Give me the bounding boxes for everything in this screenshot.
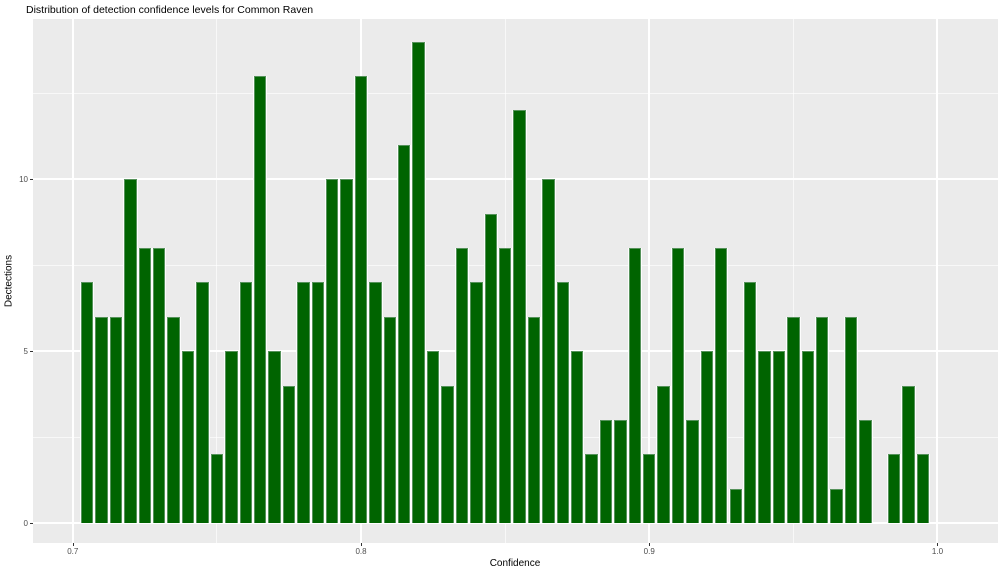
histogram-bar (715, 247, 728, 524)
histogram-bar (426, 351, 440, 524)
histogram-bar (124, 179, 137, 524)
histogram-bar (743, 282, 757, 524)
histogram-bar (268, 351, 281, 524)
histogram-bar (787, 316, 800, 524)
histogram-bar (830, 488, 843, 524)
histogram-bar (556, 282, 569, 524)
histogram-bar (109, 316, 123, 524)
histogram-bar (484, 213, 497, 524)
histogram-bar (253, 76, 267, 524)
histogram-bar (138, 247, 152, 524)
x-tick-label: 1.0 (931, 547, 944, 556)
x-tick-label: 0.8 (355, 547, 367, 556)
y-minor-gridline (33, 92, 998, 94)
histogram-bar (181, 351, 195, 524)
histogram-bar (383, 316, 397, 524)
histogram-bar (628, 247, 642, 524)
x-tick-label: 0.9 (643, 547, 655, 556)
histogram-bar (311, 282, 324, 524)
histogram-bar (513, 110, 526, 524)
histogram-bar (167, 316, 180, 524)
histogram-bar (325, 179, 339, 524)
x-tick-mark (649, 543, 651, 546)
histogram-bar (498, 247, 512, 524)
histogram-bar (153, 247, 166, 524)
histogram-bar (599, 419, 613, 524)
histogram-bar (441, 385, 454, 524)
histogram-bar (239, 282, 252, 524)
histogram-bar (657, 385, 670, 524)
histogram-bar (354, 76, 368, 524)
histogram-bar (210, 454, 224, 524)
histogram-bar (902, 385, 915, 524)
y-axis-title: Dectections (3, 254, 15, 308)
histogram-bar (340, 179, 353, 524)
histogram-bar (614, 419, 627, 524)
histogram-bar (398, 144, 411, 524)
x-tick-mark (361, 543, 362, 546)
histogram-bar (729, 488, 742, 524)
histogram-bar (686, 419, 699, 524)
histogram-bar (470, 282, 483, 524)
plot-panel (33, 19, 998, 543)
x-minor-gridline (792, 19, 794, 543)
y-tick-label: 0 (23, 519, 28, 529)
histogram-bar (570, 351, 584, 524)
plot-title: Distribution of detection confidence lev… (26, 4, 314, 16)
histogram-bar (225, 351, 238, 524)
histogram-bar (196, 282, 209, 524)
x-minor-gridline (216, 19, 218, 543)
x-tick-label: 0.7 (67, 547, 79, 556)
histogram-bar (671, 247, 685, 524)
histogram-bar (758, 351, 771, 524)
y-tick-label: 5 (23, 347, 28, 357)
histogram-bar (95, 316, 108, 524)
histogram-bar (282, 385, 296, 524)
x-axis-title: Confidence (489, 558, 541, 569)
histogram-bar (527, 316, 541, 524)
histogram-bar (700, 351, 714, 524)
histogram-bar (801, 351, 814, 524)
histogram-bar (844, 316, 858, 524)
histogram-bar (859, 419, 872, 524)
y-tick-mark (30, 523, 33, 525)
x-major-gridline (648, 19, 651, 543)
x-tick-mark (72, 543, 74, 546)
histogram-bar (815, 316, 829, 524)
histogram-bar (455, 247, 469, 524)
y-tick-label: 10 (19, 175, 28, 185)
histogram-bar (888, 454, 901, 524)
histogram-bar (80, 282, 94, 524)
histogram-bar (542, 179, 555, 524)
histogram-bar (585, 454, 598, 524)
y-tick-mark (30, 179, 33, 181)
histogram-bar (412, 41, 425, 524)
histogram-bar (772, 351, 786, 524)
x-major-gridline (936, 19, 939, 543)
histogram-bar (297, 282, 310, 524)
y-tick-mark (30, 351, 33, 353)
histogram-bar (369, 282, 382, 524)
histogram-bar (916, 454, 930, 524)
x-major-gridline (71, 19, 74, 543)
y-major-gridline (33, 522, 998, 525)
histogram-bar (643, 454, 656, 524)
x-tick-mark (937, 543, 939, 546)
